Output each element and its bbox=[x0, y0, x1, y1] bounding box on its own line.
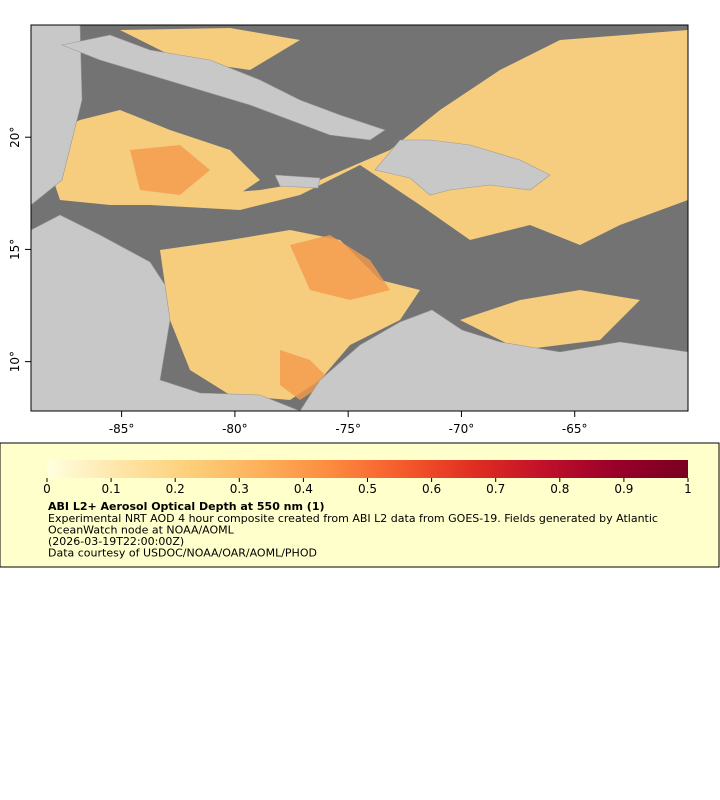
x-tick-label: -65° bbox=[562, 422, 588, 436]
legend-line: Data courtesy of USDOC/NOAA/OAR/AOML/PHO… bbox=[48, 547, 317, 560]
colorbar bbox=[47, 460, 688, 478]
colorbar-tick-label: 0.2 bbox=[166, 482, 185, 496]
legend-title: ABI L2+ Aerosol Optical Depth at 550 nm … bbox=[48, 500, 325, 513]
legend-lines: Experimental NRT AOD 4 hour composite cr… bbox=[48, 512, 658, 560]
x-tick-label: -85° bbox=[109, 422, 135, 436]
colorbar-tick-label: 1 bbox=[684, 482, 692, 496]
y-tick-label: 20° bbox=[8, 127, 22, 148]
legend-line: Experimental NRT AOD 4 hour composite cr… bbox=[48, 512, 658, 525]
y-tick-label: 10° bbox=[8, 351, 22, 372]
colorbar-tick-label: 0.3 bbox=[230, 482, 249, 496]
colorbar-tick-label: 0.4 bbox=[294, 482, 313, 496]
map bbox=[30, 24, 689, 412]
y-axis: 10° 15° 20° bbox=[8, 127, 31, 372]
colorbar-tick-label: 0.9 bbox=[614, 482, 633, 496]
aerosol-high bbox=[130, 145, 390, 400]
map-frame bbox=[30, 24, 689, 412]
x-tick-label: -80° bbox=[222, 422, 248, 436]
legend-line: OceanWatch node at NOAA/AOML bbox=[48, 524, 235, 537]
x-tick-label: -70° bbox=[449, 422, 475, 436]
colorbar-tick-label: 0.7 bbox=[486, 482, 505, 496]
x-tick-label: -75° bbox=[335, 422, 361, 436]
legend-line: (2026-03-19T22:00:00Z) bbox=[48, 535, 184, 548]
colorbar-ticks: 0 0.1 0.2 0.3 0.4 0.5 0.6 0.7 0.8 0.9 1 bbox=[43, 478, 692, 496]
x-axis: -85° -80° -75° -70° -65° bbox=[109, 411, 588, 436]
colorbar-tick-label: 0.6 bbox=[422, 482, 441, 496]
colorbar-tick-label: 0 bbox=[43, 482, 51, 496]
colorbar-tick-label: 0.5 bbox=[358, 482, 377, 496]
land bbox=[30, 24, 689, 412]
y-tick-label: 15° bbox=[8, 239, 22, 260]
colorbar-tick-label: 0.8 bbox=[550, 482, 569, 496]
colorbar-tick-label: 0.1 bbox=[102, 482, 121, 496]
